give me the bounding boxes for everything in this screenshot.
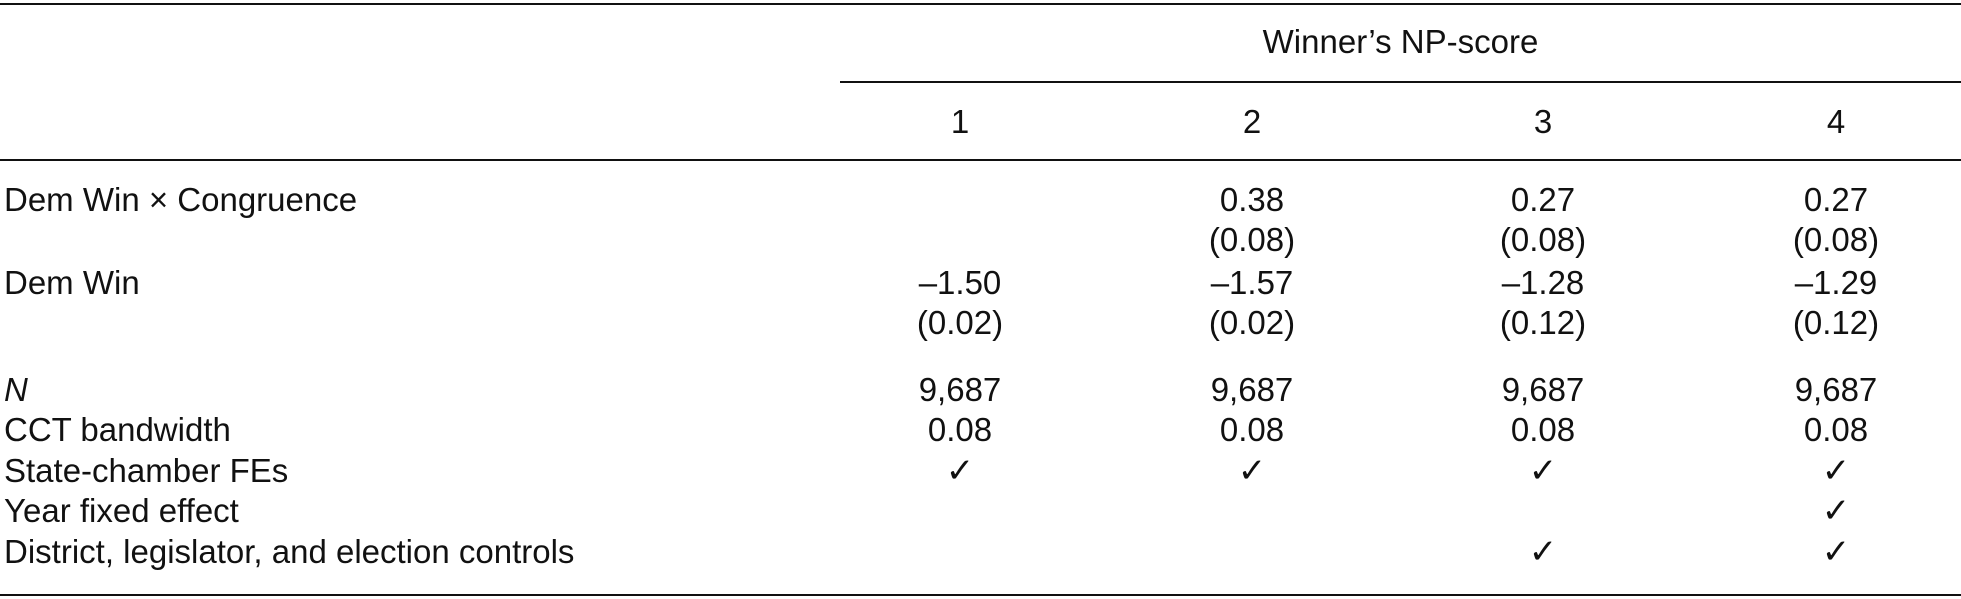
checkmark: ✓: [1237, 451, 1267, 491]
column-header-3: 3: [1533, 103, 1553, 140]
header-rule: [0, 159, 1961, 161]
checkmark: ✓: [1528, 451, 1558, 491]
cell-stat: 0.08: [927, 411, 993, 448]
row-label-state-chamber-fes: State-chamber FEs: [4, 452, 289, 489]
cell-stat: 9,687: [1501, 371, 1585, 408]
cell-std-error: (0.02): [1208, 304, 1296, 341]
row-label-dem-win: Dem Win: [4, 264, 140, 301]
cell-estimate: –1.28: [1501, 264, 1585, 301]
cell-std-error: (0.08): [1499, 221, 1587, 258]
cell-stat: 0.08: [1510, 411, 1576, 448]
cell-std-error: (0.08): [1208, 221, 1296, 258]
cell-std-error: (0.12): [1499, 304, 1587, 341]
bottom-rule: [0, 594, 1961, 596]
column-header-2: 2: [1242, 103, 1262, 140]
cell-std-error: (0.12): [1792, 304, 1880, 341]
top-rule: [0, 3, 1961, 5]
cell-estimate: –1.50: [918, 264, 1002, 301]
cell-stat: 9,687: [1210, 371, 1294, 408]
checkmark: ✓: [1821, 491, 1851, 531]
cell-estimate: –1.57: [1210, 264, 1294, 301]
column-header-4: 4: [1826, 103, 1846, 140]
cell-estimate: –1.29: [1794, 264, 1878, 301]
checkmark: ✓: [1821, 532, 1851, 572]
spanner-header: Winner’s NP-score: [1262, 23, 1539, 60]
checkmark: ✓: [1821, 451, 1851, 491]
cell-estimate: 0.38: [1219, 181, 1285, 218]
cell-std-error: (0.02): [916, 304, 1004, 341]
cell-stat: 0.08: [1219, 411, 1285, 448]
cell-stat: 0.08: [1803, 411, 1869, 448]
spanner-rule: [840, 81, 1961, 83]
row-label-controls: District, legislator, and election contr…: [4, 533, 575, 570]
cell-estimate: 0.27: [1803, 181, 1869, 218]
cell-stat: 9,687: [918, 371, 1002, 408]
checkmark: ✓: [1528, 532, 1558, 572]
row-label-cct-bandwidth: CCT bandwidth: [4, 411, 231, 448]
checkmark: ✓: [945, 451, 975, 491]
row-label-dem-win-congruence: Dem Win × Congruence: [4, 181, 358, 218]
row-label-n: N: [4, 371, 28, 408]
column-header-1: 1: [950, 103, 970, 140]
row-label-year-fixed-effect: Year fixed effect: [4, 492, 239, 529]
cell-estimate: 0.27: [1510, 181, 1576, 218]
cell-stat: 9,687: [1794, 371, 1878, 408]
cell-std-error: (0.08): [1792, 221, 1880, 258]
